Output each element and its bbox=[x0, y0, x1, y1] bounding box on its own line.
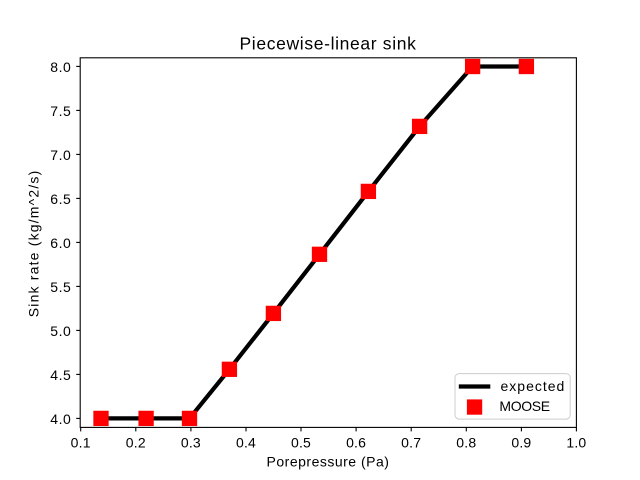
svg-text:4.5: 4.5 bbox=[50, 367, 71, 383]
svg-text:1.0: 1.0 bbox=[566, 435, 586, 451]
svg-text:0.8: 0.8 bbox=[456, 435, 476, 451]
svg-text:expected: expected bbox=[501, 378, 566, 394]
svg-text:7.5: 7.5 bbox=[50, 103, 71, 119]
svg-text:0.5: 0.5 bbox=[291, 435, 311, 451]
svg-text:0.2: 0.2 bbox=[126, 435, 146, 451]
svg-text:6.5: 6.5 bbox=[50, 191, 71, 207]
svg-text:Piecewise-linear sink: Piecewise-linear sink bbox=[239, 33, 416, 53]
svg-text:0.9: 0.9 bbox=[511, 435, 531, 451]
svg-text:MOOSE: MOOSE bbox=[499, 398, 549, 414]
svg-text:Sink rate (kg/m^2/s): Sink rate (kg/m^2/s) bbox=[25, 170, 41, 318]
svg-text:7.0: 7.0 bbox=[50, 147, 71, 163]
svg-text:6.0: 6.0 bbox=[50, 235, 71, 251]
svg-text:5.5: 5.5 bbox=[50, 279, 71, 295]
svg-text:0.6: 0.6 bbox=[346, 435, 366, 451]
svg-text:8.0: 8.0 bbox=[50, 59, 71, 75]
svg-text:0.7: 0.7 bbox=[401, 435, 421, 451]
svg-text:4.0: 4.0 bbox=[50, 411, 71, 427]
svg-text:0.4: 0.4 bbox=[236, 435, 256, 451]
svg-text:0.1: 0.1 bbox=[71, 435, 91, 451]
svg-text:Porepressure (Pa): Porepressure (Pa) bbox=[267, 454, 390, 470]
svg-text:0.3: 0.3 bbox=[181, 435, 201, 451]
svg-text:5.0: 5.0 bbox=[50, 323, 71, 339]
